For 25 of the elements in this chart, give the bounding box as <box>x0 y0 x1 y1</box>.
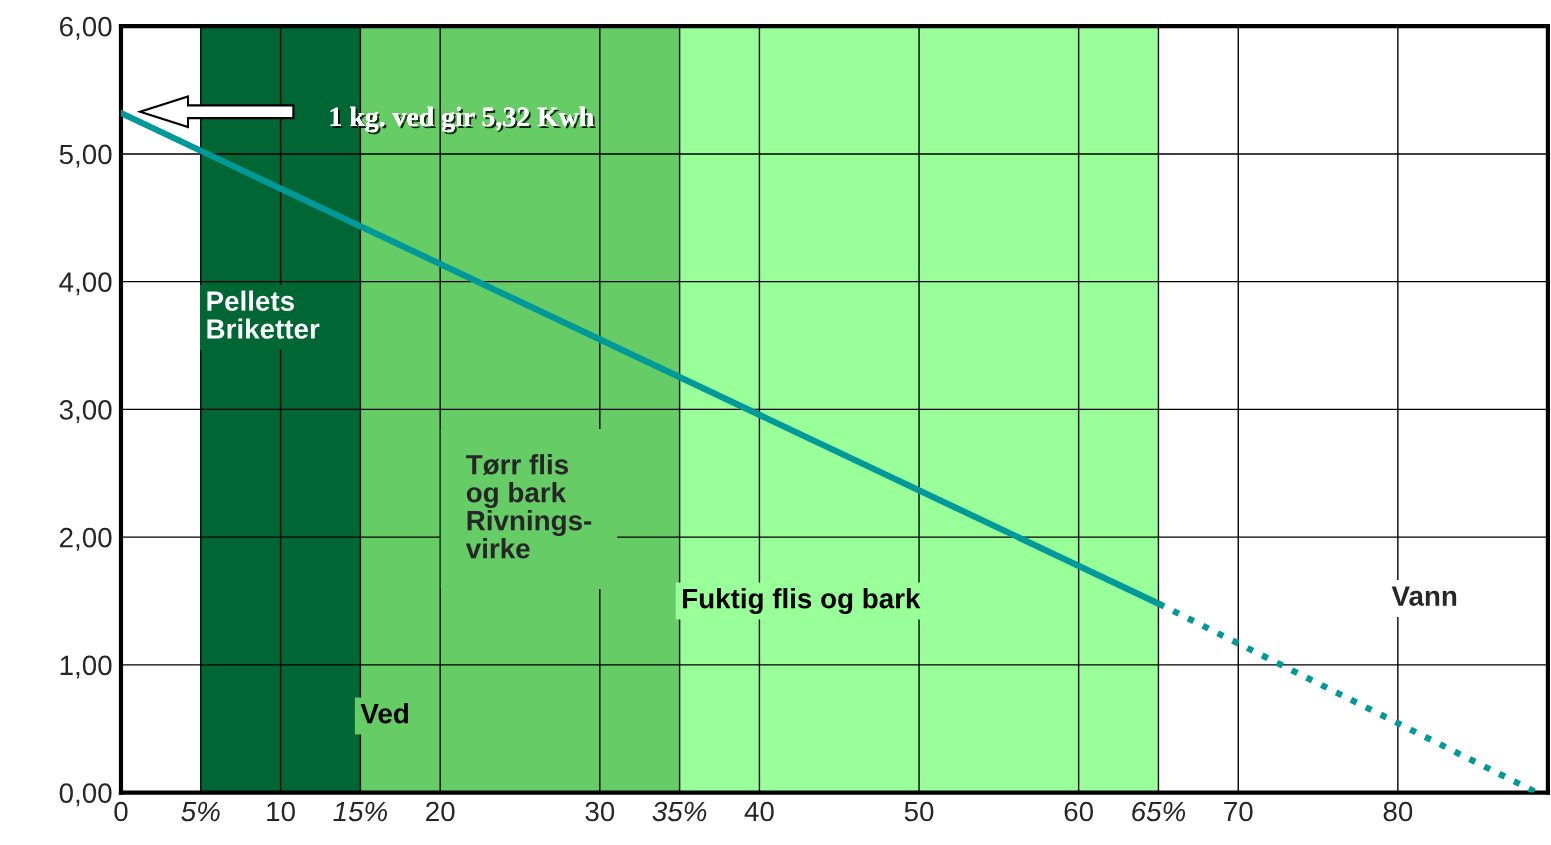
annotation: Vann <box>1391 586 1457 606</box>
x-tick-label: 20 <box>426 801 455 822</box>
annotation: Tørr flis og bark Rivnings- virke <box>465 454 592 559</box>
x-tick-label: 50 <box>904 801 934 822</box>
x-tick-label: 80 <box>1383 801 1413 822</box>
x-tick-label: 30 <box>585 801 615 822</box>
y-tick-label: 3,00 <box>59 400 112 424</box>
band-label: Ved <box>360 703 408 724</box>
y-tick-label: 6,00 <box>60 16 112 40</box>
y-tick-label: 1,00 <box>60 655 112 679</box>
y-tick-label: 5,00 <box>59 144 112 168</box>
y-tick-label: 2,00 <box>59 527 112 551</box>
x-tick-label: 15% <box>333 801 387 822</box>
x-tick-label: 60 <box>1064 801 1094 822</box>
x-tick-label: 40 <box>744 801 774 822</box>
x-tick-label: 10 <box>267 801 295 822</box>
y-tick-label: 4,00 <box>59 272 112 296</box>
y-tick-label: 0,00 <box>59 783 112 807</box>
band-label: Pellets Briketter <box>207 290 320 339</box>
x-tick-label: 5% <box>181 801 220 822</box>
x-tick-label: 70 <box>1224 801 1253 822</box>
x-tick-label: 0 <box>114 801 128 822</box>
x-tick-label: 35% <box>652 801 707 822</box>
band-label: Fuktig flis og bark <box>683 588 921 615</box>
x-tick-label: 65% <box>1132 801 1186 822</box>
